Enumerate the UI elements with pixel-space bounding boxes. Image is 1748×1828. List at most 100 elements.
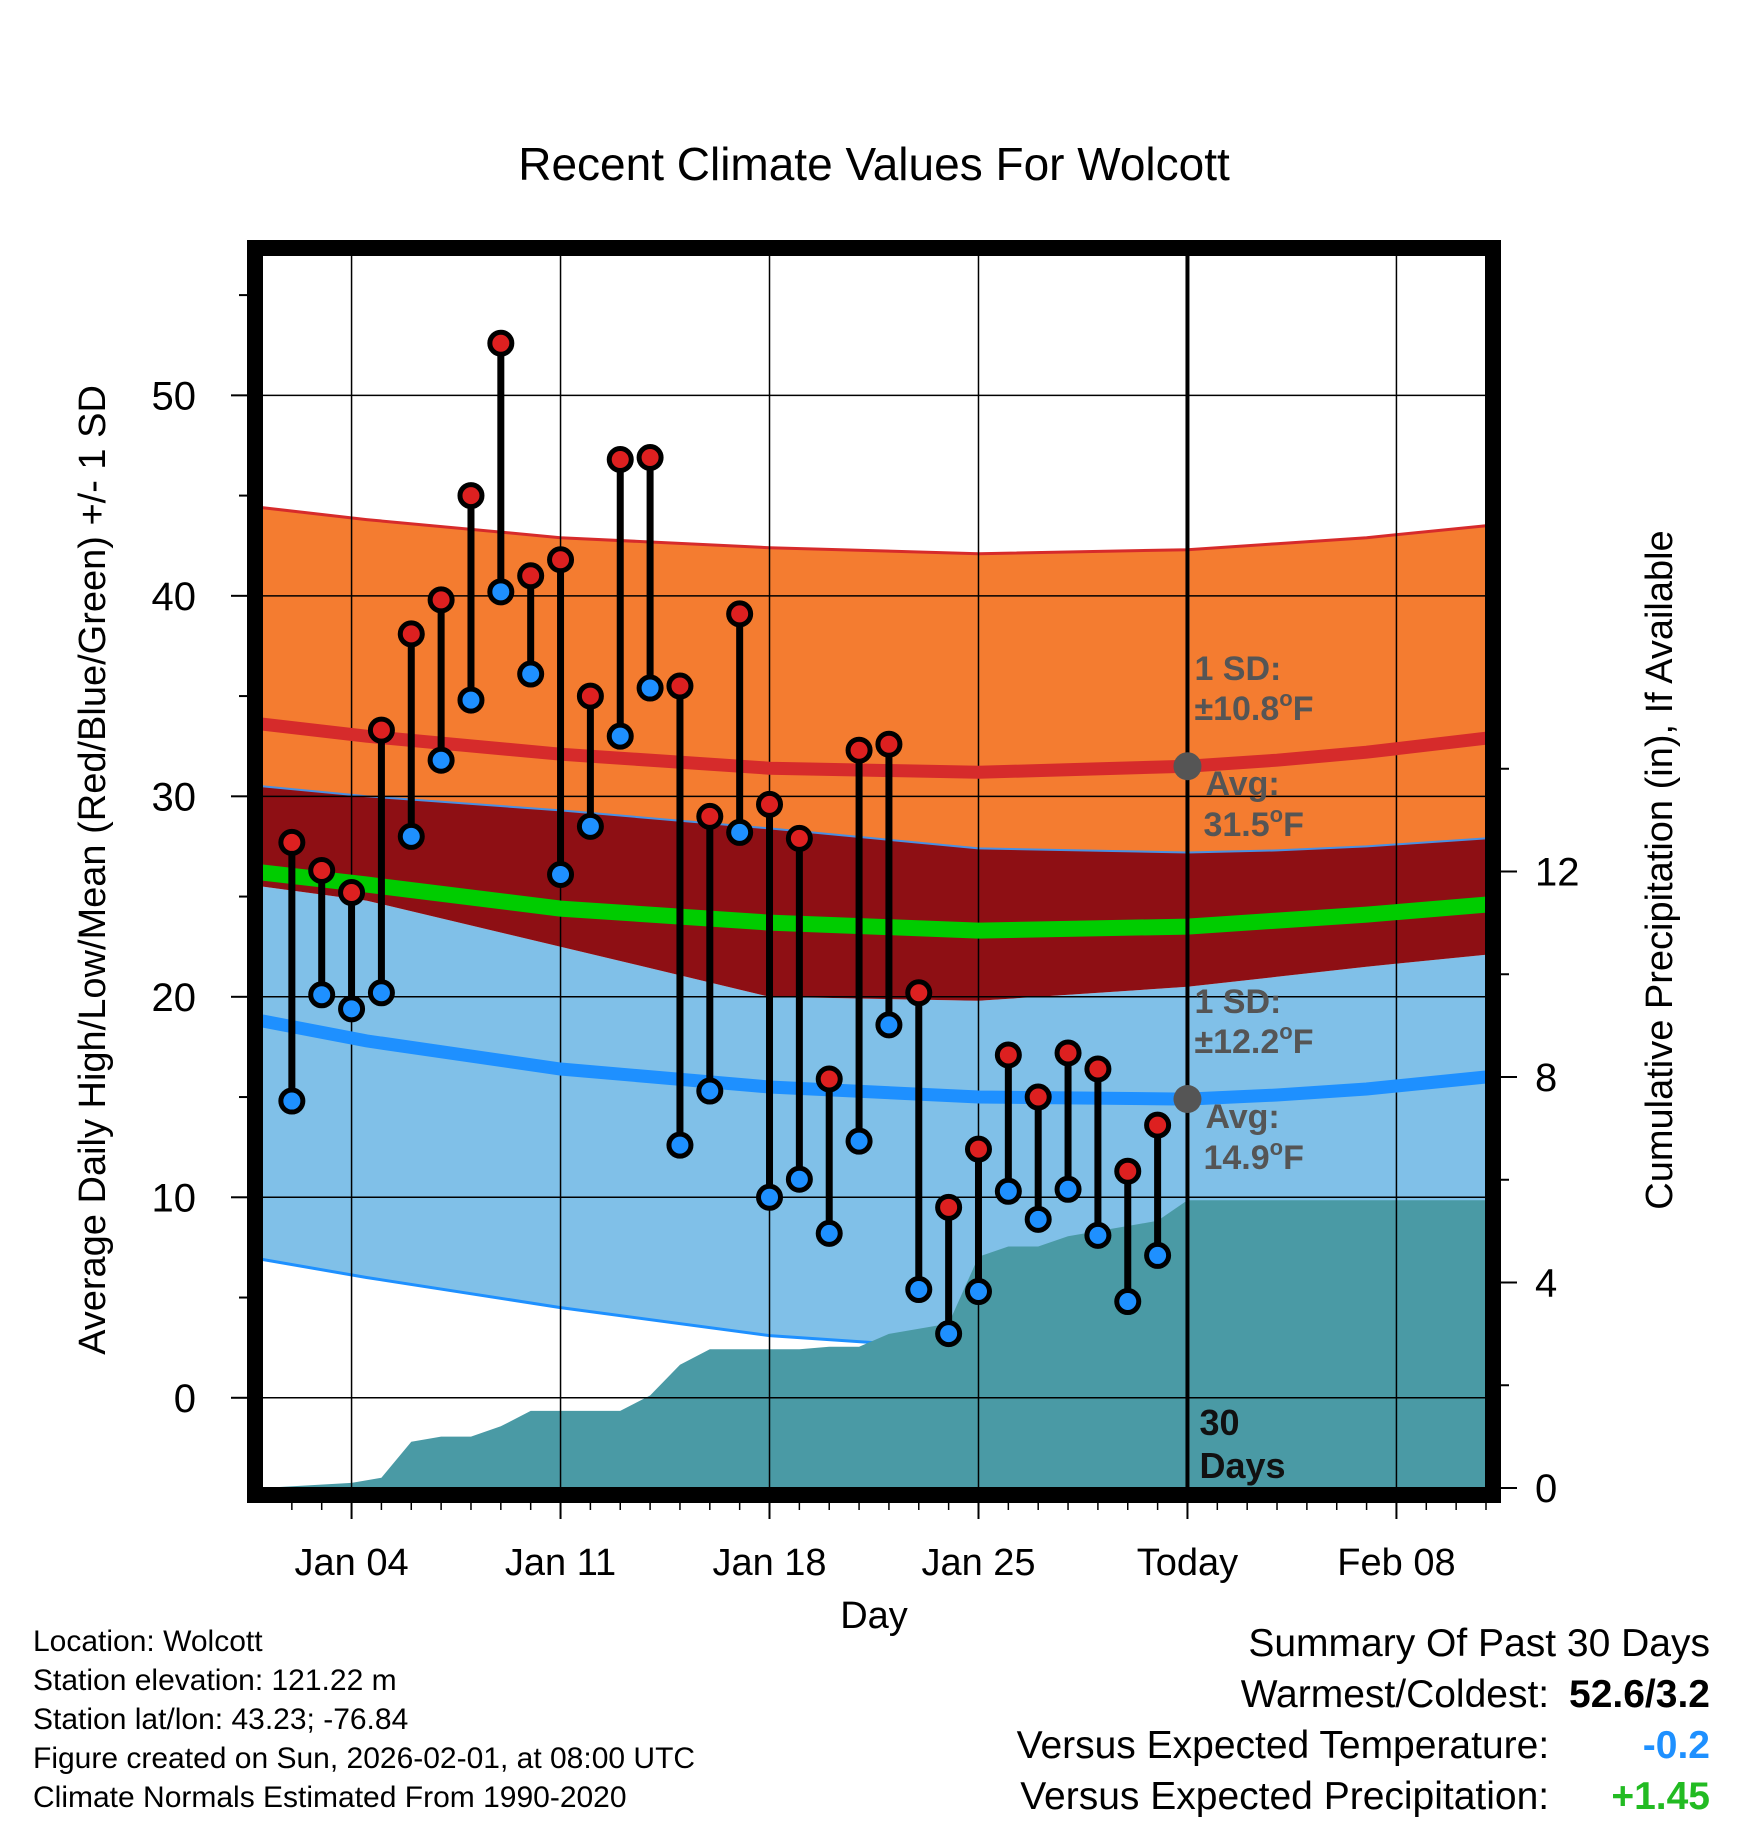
x-tick-label: Jan 18: [712, 1542, 826, 1584]
high-temp-point: [308, 856, 336, 884]
low-temp-point: [547, 861, 575, 889]
low-temp-point: [576, 812, 604, 840]
low-temp-point: [1024, 1205, 1052, 1233]
high-temp-point: [278, 828, 306, 856]
y-tick-label: 20: [152, 976, 197, 1020]
x-tick-label: Jan 04: [295, 1542, 409, 1584]
high-temp-point: [726, 600, 754, 628]
low-temp-point: [845, 1127, 873, 1155]
high-sd-band: [262, 507, 1486, 853]
y-tick-label: 40: [152, 575, 197, 619]
summary-warmest-row: Warmest/Coldest: 52.6/3.2: [1017, 1669, 1710, 1720]
location-text: Location: Wolcott: [33, 1625, 263, 1658]
y2-axis-label: Cumulative Precipitation (in), If Availa…: [1639, 530, 1681, 1209]
low-avg-label: Avg:: [1205, 1098, 1279, 1136]
high-temp-point: [576, 682, 604, 710]
low-temp-point: [517, 660, 545, 688]
chart-title: Recent Climate Values For Wolcott: [518, 138, 1230, 190]
normal-low-line: [260, 1014, 1487, 1106]
y2-tick-label: 12: [1535, 851, 1580, 895]
low-avg-marker: [1173, 1085, 1202, 1114]
high-sd-label: 1 SD:: [1194, 650, 1281, 688]
y-tick-label: 0: [174, 1377, 196, 1421]
latlon-text: Station lat/lon: 43.23; -76.84: [33, 1703, 409, 1736]
high-temp-point: [845, 736, 873, 764]
high-temp-point: [547, 546, 575, 574]
low-temp-point: [278, 1087, 306, 1115]
high-temp-point: [427, 586, 455, 614]
high-temp-point: [397, 620, 425, 648]
low-temp-point: [308, 981, 336, 1009]
low-temp-point: [994, 1177, 1022, 1205]
low-temp-point: [427, 746, 455, 774]
normals-text: Climate Normals Estimated From 1990-2020: [33, 1781, 627, 1814]
y2-tick-label: 4: [1535, 1262, 1557, 1306]
high-avg-value: 31.5oF: [1203, 802, 1303, 844]
high-temp-point: [1054, 1039, 1082, 1067]
normal-mean-line: [261, 864, 1487, 939]
low-temp-point: [875, 1011, 903, 1039]
high-sd-value: ±10.8oF: [1194, 686, 1313, 728]
normal-high-line: [261, 717, 1487, 779]
low-temp-point: [457, 686, 485, 714]
x-axis-label: Day: [840, 1595, 908, 1637]
low-temp-point: [785, 1165, 813, 1193]
high-temp-point: [994, 1041, 1022, 1069]
low-temp-point: [696, 1077, 724, 1105]
high-temp-point: [964, 1135, 992, 1163]
y-tick-label: 50: [152, 374, 197, 418]
low-temp-point: [1114, 1288, 1142, 1316]
low-temp-point: [815, 1219, 843, 1247]
low-temp-point: [905, 1276, 933, 1304]
low-temp-point: [338, 995, 366, 1023]
high-temp-point: [875, 730, 903, 758]
y2-tick-label: 8: [1535, 1056, 1557, 1100]
summary-temp-row: Versus Expected Temperature: -0.2: [1017, 1720, 1710, 1771]
sd-overlap-band: [262, 786, 1486, 1001]
high-temp-point: [935, 1193, 963, 1221]
y-axis-label: Average Daily High/Low/Mean (Red/Blue/Gr…: [72, 385, 114, 1355]
high-temp-point: [815, 1065, 843, 1093]
summary-panel: Summary Of Past 30 Days Warmest/Coldest:…: [1017, 1618, 1710, 1822]
precip-diff-label: Versus Expected Precipitation:: [1020, 1775, 1550, 1818]
precip-area: [262, 1200, 1486, 1488]
high-temp-point: [606, 445, 634, 473]
summary-title: Summary Of Past 30 Days: [1248, 1622, 1710, 1665]
warmest-value: 52.6/3.2: [1569, 1673, 1710, 1716]
high-temp-point: [1114, 1157, 1142, 1185]
plot-frame: [247, 240, 1501, 1503]
low-avg-value: 14.9oF: [1203, 1135, 1303, 1177]
days-label-number: 30: [1199, 1402, 1239, 1443]
high-temp-point: [1084, 1055, 1112, 1083]
low-temp-point: [1144, 1241, 1172, 1269]
low-temp-point: [636, 674, 664, 702]
temp-diff-value: -0.2: [1642, 1724, 1710, 1767]
x-tick-label: Feb 08: [1337, 1542, 1455, 1584]
elevation-text: Station elevation: 121.22 m: [33, 1664, 397, 1697]
high-temp-point: [696, 802, 724, 830]
x-tick-label: Today: [1137, 1542, 1238, 1584]
high-temp-point: [785, 824, 813, 852]
high-temp-point: [756, 790, 784, 818]
created-text: Figure created on Sun, 2026-02-01, at 08…: [33, 1742, 696, 1775]
y-tick-label: 30: [152, 775, 197, 819]
low-temp-point: [1054, 1175, 1082, 1203]
high-avg-label: Avg:: [1205, 765, 1279, 803]
low-temp-point: [756, 1183, 784, 1211]
y2-tick-label: 0: [1535, 1467, 1557, 1511]
precip-diff-value: +1.45: [1611, 1775, 1710, 1818]
y-tick-label: 10: [152, 1176, 197, 1220]
high-temp-point: [338, 879, 366, 907]
low-sd-value: ±12.2oF: [1194, 1019, 1313, 1061]
low-temp-point: [726, 818, 754, 846]
days-label-text: Days: [1199, 1445, 1285, 1486]
low-temp-point: [397, 822, 425, 850]
warmest-label: Warmest/Coldest:: [1240, 1673, 1550, 1716]
high-temp-point: [517, 562, 545, 590]
high-avg-marker: [1173, 752, 1202, 781]
summary-precip-row: Versus Expected Precipitation: +1.45: [1017, 1771, 1710, 1822]
low-sd-label: 1 SD:: [1194, 983, 1281, 1021]
low-temp-point: [935, 1320, 963, 1348]
low-temp-point: [964, 1278, 992, 1306]
high-temp-point: [367, 716, 395, 744]
